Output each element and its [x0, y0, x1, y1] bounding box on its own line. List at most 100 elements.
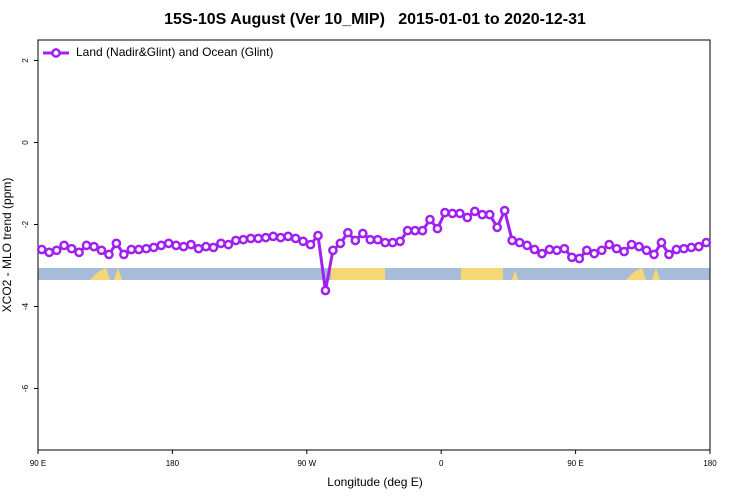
data-point	[581, 245, 592, 256]
data-point	[380, 237, 391, 248]
x-tick-label: 90 E	[567, 459, 583, 468]
data-point	[432, 223, 443, 234]
data-point	[283, 231, 293, 242]
data-point	[365, 234, 376, 245]
data-point	[499, 205, 510, 216]
data-point	[66, 243, 77, 254]
data-point	[328, 245, 338, 256]
data-point	[477, 209, 488, 220]
data-point	[231, 235, 241, 246]
x-tick-label: 180	[166, 459, 180, 468]
data-point	[119, 249, 129, 260]
data-point	[701, 237, 712, 248]
data-point	[350, 235, 361, 246]
data-point	[141, 243, 152, 254]
data-point	[335, 238, 346, 249]
land-band	[652, 268, 660, 280]
x-tick-label: 90 E	[30, 459, 46, 468]
data-point	[313, 230, 323, 241]
data-point	[133, 244, 144, 255]
data-point	[111, 238, 122, 249]
data-point	[372, 234, 383, 245]
x-axis-label: Longitude (deg E)	[327, 475, 422, 489]
data-point	[186, 239, 196, 250]
data-point	[104, 249, 114, 260]
data-point	[619, 246, 629, 257]
legend-marker	[51, 48, 61, 58]
data-point	[178, 241, 189, 252]
data-point	[679, 243, 689, 254]
data-point	[440, 207, 450, 218]
data-point	[507, 235, 517, 246]
land-band	[626, 268, 646, 280]
data-point	[208, 242, 219, 253]
data-point	[574, 253, 585, 264]
data-point	[664, 249, 674, 260]
data-point	[649, 249, 659, 260]
data-point	[596, 245, 607, 256]
data-point	[693, 241, 704, 252]
land-band	[461, 268, 503, 280]
data-point	[298, 236, 308, 247]
data-point	[641, 245, 652, 256]
land-band	[114, 268, 122, 280]
data-point	[216, 238, 226, 249]
data-point	[402, 225, 413, 236]
data-point	[223, 239, 234, 250]
data-point	[74, 247, 84, 258]
data-point	[514, 237, 525, 248]
data-point	[357, 228, 368, 239]
data-point	[671, 244, 682, 255]
data-point	[387, 237, 398, 248]
data-point	[522, 240, 532, 251]
x-tick-label: 90 W	[297, 459, 316, 468]
data-point	[537, 248, 547, 259]
data-point	[447, 208, 458, 219]
data-point	[656, 237, 667, 248]
data-point	[686, 242, 697, 253]
data-point	[275, 232, 286, 243]
data-point	[567, 252, 577, 263]
land-band	[331, 268, 385, 280]
data-point	[253, 233, 264, 244]
data-point	[260, 232, 271, 243]
data-point	[320, 285, 331, 296]
data-point	[268, 231, 279, 242]
y-tick-label: 0	[21, 140, 30, 145]
data-point	[193, 243, 204, 254]
land-band	[90, 268, 110, 280]
legend-label: Land (Nadir&Glint) and Ocean (Glint)	[76, 45, 273, 59]
data-point	[163, 238, 174, 249]
data-point	[455, 208, 465, 219]
data-point	[462, 212, 473, 223]
data-point	[156, 240, 167, 251]
y-tick-label: 2	[21, 58, 30, 63]
data-point	[343, 227, 353, 238]
data-point	[36, 244, 47, 255]
data-point	[544, 244, 555, 255]
y-tick-label: -2	[21, 220, 30, 228]
data-point	[626, 239, 637, 250]
data-point	[395, 236, 405, 247]
data-point	[469, 206, 480, 217]
data-point	[96, 245, 107, 256]
data-point	[559, 243, 570, 254]
data-point	[89, 241, 99, 252]
data-point	[44, 247, 55, 258]
y-tick-label: -4	[21, 302, 30, 310]
data-point	[425, 214, 435, 225]
chart-title: 15S-10S August (Ver 10_MIP) 2015-01-01 t…	[164, 11, 586, 28]
data-point	[611, 243, 622, 254]
x-tick-label: 180	[703, 459, 717, 468]
data-point	[634, 241, 644, 252]
data-point	[171, 240, 181, 251]
data-point	[529, 244, 540, 255]
data-point	[201, 241, 211, 252]
x-tick-label: 0	[439, 459, 444, 468]
data-point	[305, 239, 316, 250]
data-point	[245, 233, 256, 244]
data-point	[148, 242, 159, 253]
y-tick-label: -6	[21, 384, 30, 392]
land-ocean-band	[38, 268, 710, 280]
